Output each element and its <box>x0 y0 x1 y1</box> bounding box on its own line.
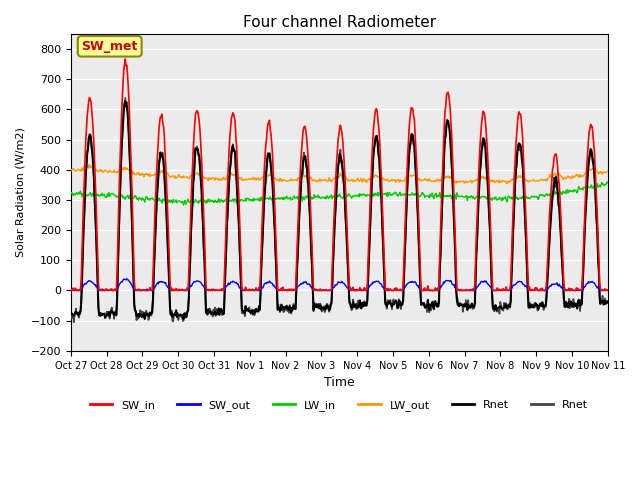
Y-axis label: Solar Radiation (W/m2): Solar Radiation (W/m2) <box>15 128 25 257</box>
Legend: SW_in, SW_out, LW_in, LW_out, Rnet, Rnet: SW_in, SW_out, LW_in, LW_out, Rnet, Rnet <box>86 395 593 415</box>
X-axis label: Time: Time <box>324 376 355 389</box>
Text: SW_met: SW_met <box>81 40 138 53</box>
Title: Four channel Radiometer: Four channel Radiometer <box>243 15 436 30</box>
